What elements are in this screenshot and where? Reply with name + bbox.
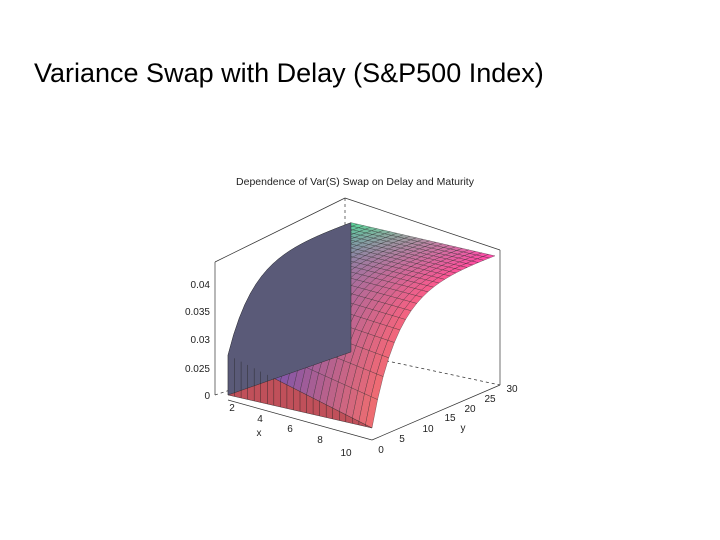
x-tick-label: 6 bbox=[287, 424, 293, 435]
y-tick-label: 10 bbox=[422, 424, 434, 435]
x-axis-label: x bbox=[257, 428, 262, 439]
z-tick-label: 0.025 bbox=[185, 364, 210, 375]
y-tick-label: 5 bbox=[399, 434, 405, 445]
box-edge bbox=[344, 197, 501, 251]
box-edge bbox=[214, 197, 346, 263]
z-tick-label: 0.03 bbox=[191, 335, 211, 346]
y-tick-label: 30 bbox=[506, 384, 518, 395]
surface-plot bbox=[227, 222, 496, 429]
x-axis bbox=[227, 399, 373, 441]
y-axis-label: y bbox=[461, 423, 466, 434]
y-tick-label: 20 bbox=[464, 404, 476, 415]
x-tick-label: 8 bbox=[317, 435, 323, 446]
figure-title: Dependence of Var(S) Swap on Delay and M… bbox=[236, 176, 475, 188]
x-tick-label: 10 bbox=[340, 448, 352, 459]
y-tick-label: 15 bbox=[444, 413, 456, 424]
y-tick-label: 25 bbox=[484, 394, 496, 405]
x-tick-label: 4 bbox=[257, 414, 263, 425]
y-axis bbox=[371, 384, 501, 441]
x-tick-label: 2 bbox=[229, 403, 235, 414]
y-tick-label: 0 bbox=[378, 445, 384, 456]
z-tick-label: 0.04 bbox=[191, 280, 211, 291]
z-tick-label: 0 bbox=[204, 391, 210, 402]
slide-title: Variance Swap with Delay (S&P500 Index) bbox=[34, 58, 544, 88]
surface-left bbox=[227, 222, 352, 396]
z-tick-label: 0.035 bbox=[185, 307, 210, 318]
axis-labels: 0.04 0.035 0.03 0.025 0 2 4 6 8 10 x 0 5 10 15 20 25 30 y bbox=[185, 280, 518, 459]
